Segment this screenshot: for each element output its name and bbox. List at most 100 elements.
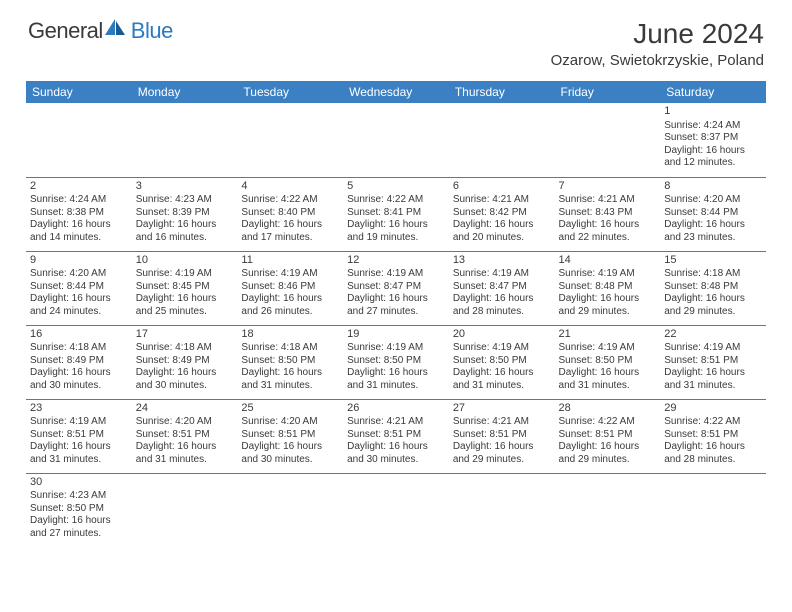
daylight-text: Daylight: 16 hours and 27 minutes. xyxy=(30,515,128,540)
calendar-week-row: 9Sunrise: 4:20 AMSunset: 8:44 PMDaylight… xyxy=(26,251,766,325)
location: Ozarow, Swietokrzyskie, Poland xyxy=(551,52,764,69)
calendar-cell: 12Sunrise: 4:19 AMSunset: 8:47 PMDayligh… xyxy=(343,251,449,325)
calendar-cell: 1Sunrise: 4:24 AMSunset: 8:37 PMDaylight… xyxy=(660,103,766,177)
calendar-cell: 27Sunrise: 4:21 AMSunset: 8:51 PMDayligh… xyxy=(449,399,555,473)
daylight-text: Daylight: 16 hours and 20 minutes. xyxy=(453,219,551,244)
calendar-cell: 14Sunrise: 4:19 AMSunset: 8:48 PMDayligh… xyxy=(555,251,661,325)
daylight-text: Daylight: 16 hours and 30 minutes. xyxy=(136,367,234,392)
sunrise-text: Sunrise: 4:19 AM xyxy=(347,342,445,355)
daylight-text: Daylight: 16 hours and 29 minutes. xyxy=(664,293,762,318)
logo-text-blue: Blue xyxy=(131,18,173,44)
daylight-text: Daylight: 16 hours and 30 minutes. xyxy=(241,441,339,466)
calendar-cell xyxy=(449,473,555,547)
calendar-cell xyxy=(343,103,449,177)
calendar-cell: 3Sunrise: 4:23 AMSunset: 8:39 PMDaylight… xyxy=(132,177,238,251)
calendar-cell: 17Sunrise: 4:18 AMSunset: 8:49 PMDayligh… xyxy=(132,325,238,399)
calendar-cell: 18Sunrise: 4:18 AMSunset: 8:50 PMDayligh… xyxy=(237,325,343,399)
sunset-text: Sunset: 8:44 PM xyxy=(664,207,762,220)
daylight-text: Daylight: 16 hours and 22 minutes. xyxy=(559,219,657,244)
month-title: June 2024 xyxy=(551,18,764,50)
day-number: 12 xyxy=(347,254,445,268)
day-header: Wednesday xyxy=(343,81,449,103)
sunset-text: Sunset: 8:47 PM xyxy=(453,281,551,294)
day-number: 20 xyxy=(453,328,551,342)
daylight-text: Daylight: 16 hours and 31 minutes. xyxy=(136,441,234,466)
calendar-cell: 30Sunrise: 4:23 AMSunset: 8:50 PMDayligh… xyxy=(26,473,132,547)
sunset-text: Sunset: 8:48 PM xyxy=(559,281,657,294)
daylight-text: Daylight: 16 hours and 23 minutes. xyxy=(664,219,762,244)
sunrise-text: Sunrise: 4:19 AM xyxy=(453,342,551,355)
title-block: June 2024 Ozarow, Swietokrzyskie, Poland xyxy=(551,18,764,69)
sunset-text: Sunset: 8:51 PM xyxy=(559,429,657,442)
day-number: 13 xyxy=(453,254,551,268)
day-number: 30 xyxy=(30,476,128,490)
sunset-text: Sunset: 8:45 PM xyxy=(136,281,234,294)
calendar-cell: 20Sunrise: 4:19 AMSunset: 8:50 PMDayligh… xyxy=(449,325,555,399)
sunrise-text: Sunrise: 4:19 AM xyxy=(559,342,657,355)
calendar-cell: 6Sunrise: 4:21 AMSunset: 8:42 PMDaylight… xyxy=(449,177,555,251)
day-number: 17 xyxy=(136,328,234,342)
daylight-text: Daylight: 16 hours and 31 minutes. xyxy=(559,367,657,392)
sunrise-text: Sunrise: 4:20 AM xyxy=(241,416,339,429)
sunset-text: Sunset: 8:50 PM xyxy=(30,503,128,516)
daylight-text: Daylight: 16 hours and 24 minutes. xyxy=(30,293,128,318)
day-number: 2 xyxy=(30,180,128,194)
day-number: 16 xyxy=(30,328,128,342)
sunrise-text: Sunrise: 4:22 AM xyxy=(664,416,762,429)
daylight-text: Daylight: 16 hours and 29 minutes. xyxy=(559,441,657,466)
day-header: Monday xyxy=(132,81,238,103)
sunset-text: Sunset: 8:51 PM xyxy=(347,429,445,442)
calendar-cell: 2Sunrise: 4:24 AMSunset: 8:38 PMDaylight… xyxy=(26,177,132,251)
day-number: 14 xyxy=(559,254,657,268)
day-number: 5 xyxy=(347,180,445,194)
calendar-cell xyxy=(343,473,449,547)
calendar-cell: 28Sunrise: 4:22 AMSunset: 8:51 PMDayligh… xyxy=(555,399,661,473)
calendar-cell xyxy=(555,473,661,547)
day-header: Saturday xyxy=(660,81,766,103)
day-number: 3 xyxy=(136,180,234,194)
daylight-text: Daylight: 16 hours and 26 minutes. xyxy=(241,293,339,318)
calendar-week-row: 23Sunrise: 4:19 AMSunset: 8:51 PMDayligh… xyxy=(26,399,766,473)
sunset-text: Sunset: 8:50 PM xyxy=(559,355,657,368)
sunset-text: Sunset: 8:51 PM xyxy=(30,429,128,442)
daylight-text: Daylight: 16 hours and 14 minutes. xyxy=(30,219,128,244)
calendar-cell: 19Sunrise: 4:19 AMSunset: 8:50 PMDayligh… xyxy=(343,325,449,399)
sail-icon xyxy=(105,19,127,37)
calendar-cell: 4Sunrise: 4:22 AMSunset: 8:40 PMDaylight… xyxy=(237,177,343,251)
calendar-cell: 21Sunrise: 4:19 AMSunset: 8:50 PMDayligh… xyxy=(555,325,661,399)
daylight-text: Daylight: 16 hours and 31 minutes. xyxy=(30,441,128,466)
day-number: 11 xyxy=(241,254,339,268)
daylight-text: Daylight: 16 hours and 12 minutes. xyxy=(664,145,762,170)
calendar-cell xyxy=(237,103,343,177)
calendar-cell: 24Sunrise: 4:20 AMSunset: 8:51 PMDayligh… xyxy=(132,399,238,473)
day-header: Tuesday xyxy=(237,81,343,103)
sunrise-text: Sunrise: 4:19 AM xyxy=(347,268,445,281)
day-number: 25 xyxy=(241,402,339,416)
sunset-text: Sunset: 8:40 PM xyxy=(241,207,339,220)
day-number: 29 xyxy=(664,402,762,416)
sunrise-text: Sunrise: 4:21 AM xyxy=(559,194,657,207)
day-header-row: Sunday Monday Tuesday Wednesday Thursday… xyxy=(26,81,766,103)
daylight-text: Daylight: 16 hours and 17 minutes. xyxy=(241,219,339,244)
daylight-text: Daylight: 16 hours and 31 minutes. xyxy=(453,367,551,392)
calendar-cell xyxy=(660,473,766,547)
sunset-text: Sunset: 8:46 PM xyxy=(241,281,339,294)
sunset-text: Sunset: 8:50 PM xyxy=(453,355,551,368)
calendar-cell xyxy=(237,473,343,547)
sunrise-text: Sunrise: 4:18 AM xyxy=(664,268,762,281)
calendar-cell: 5Sunrise: 4:22 AMSunset: 8:41 PMDaylight… xyxy=(343,177,449,251)
daylight-text: Daylight: 16 hours and 16 minutes. xyxy=(136,219,234,244)
daylight-text: Daylight: 16 hours and 30 minutes. xyxy=(30,367,128,392)
calendar-cell: 10Sunrise: 4:19 AMSunset: 8:45 PMDayligh… xyxy=(132,251,238,325)
sunrise-text: Sunrise: 4:24 AM xyxy=(30,194,128,207)
sunrise-text: Sunrise: 4:18 AM xyxy=(241,342,339,355)
calendar-table: Sunday Monday Tuesday Wednesday Thursday… xyxy=(26,81,766,547)
daylight-text: Daylight: 16 hours and 29 minutes. xyxy=(559,293,657,318)
day-number: 28 xyxy=(559,402,657,416)
calendar-cell: 29Sunrise: 4:22 AMSunset: 8:51 PMDayligh… xyxy=(660,399,766,473)
sunset-text: Sunset: 8:44 PM xyxy=(30,281,128,294)
sunset-text: Sunset: 8:42 PM xyxy=(453,207,551,220)
day-number: 23 xyxy=(30,402,128,416)
daylight-text: Daylight: 16 hours and 31 minutes. xyxy=(347,367,445,392)
sunrise-text: Sunrise: 4:19 AM xyxy=(559,268,657,281)
